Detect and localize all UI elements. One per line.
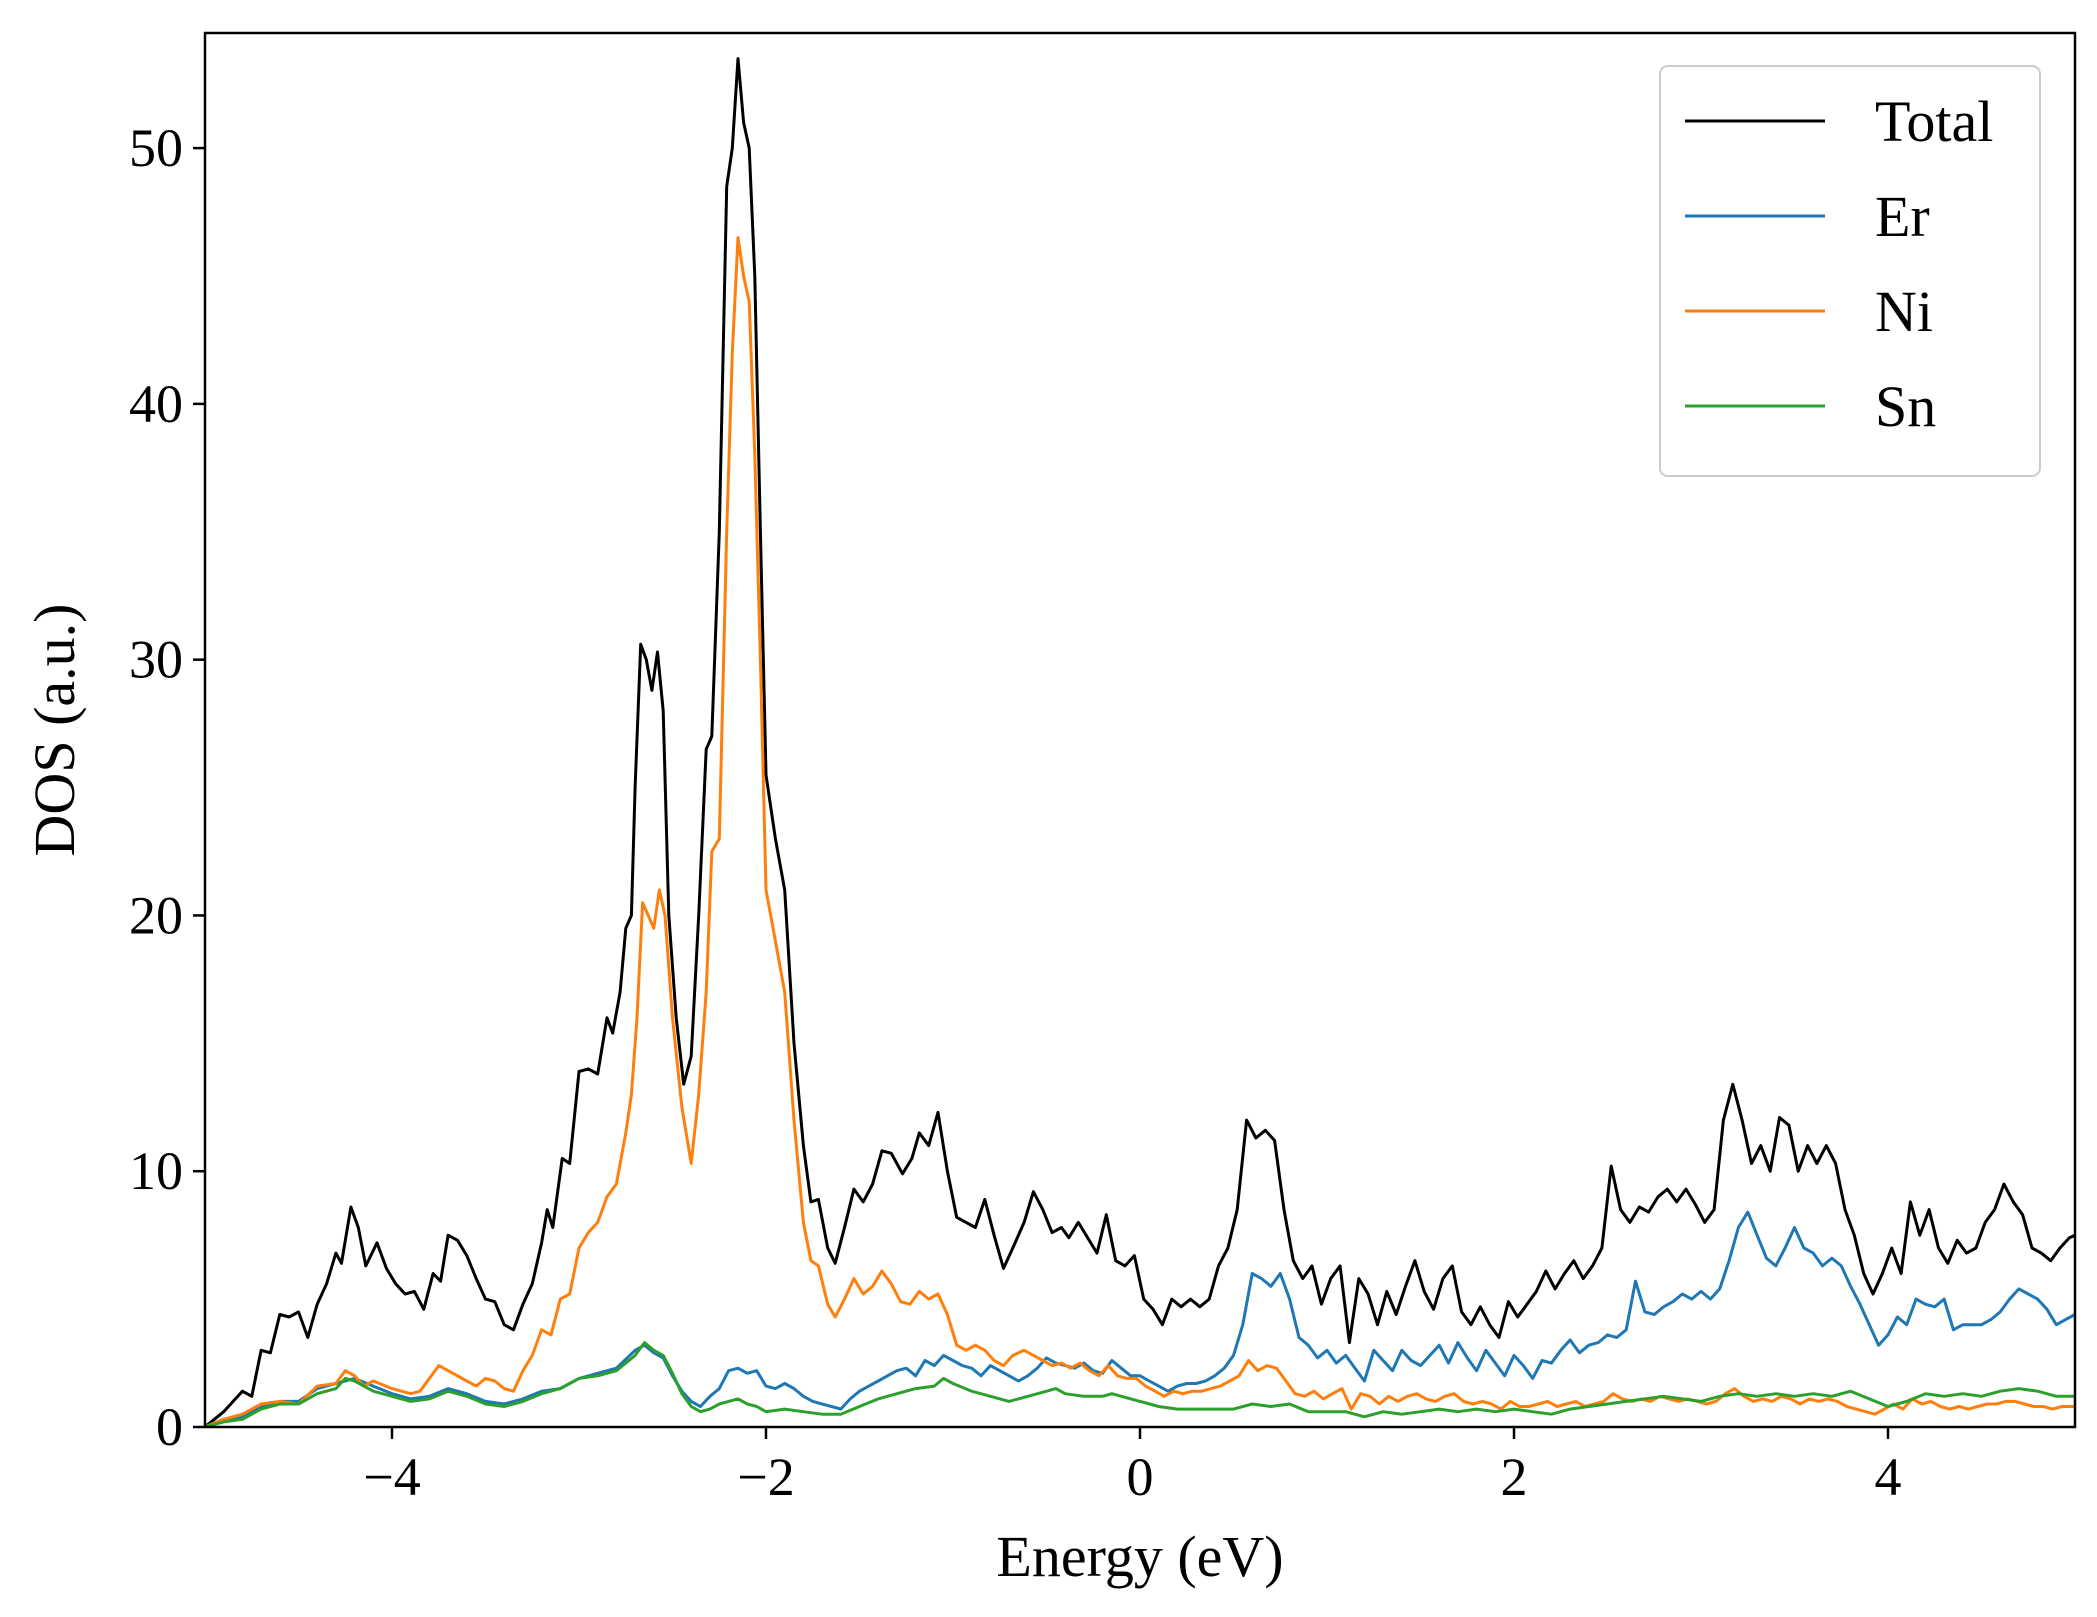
series-line-sn	[205, 1341, 2075, 1427]
y-tick-label: 20	[129, 885, 183, 945]
y-tick-label: 0	[156, 1397, 183, 1457]
y-tick-label: 40	[129, 374, 183, 434]
y-axis-title: DOS (a.u.)	[22, 604, 87, 857]
x-tick-label: 4	[1875, 1447, 1902, 1507]
legend-label-er: Er	[1875, 184, 1930, 249]
legend: Total Er Ni Sn	[1659, 65, 2041, 477]
y-axis: 0 10 20 30 40 50	[129, 118, 205, 1457]
x-tick-label: −2	[737, 1447, 794, 1507]
series-layer	[205, 57, 2075, 1427]
series-line-ni	[205, 236, 2075, 1427]
x-tick-label: 0	[1127, 1447, 1154, 1507]
legend-box	[1659, 65, 2041, 477]
x-axis: −4 −2 0 2 4	[363, 1427, 1902, 1507]
series-line-er	[205, 1210, 2075, 1427]
y-tick-label: 50	[129, 118, 183, 178]
legend-label-sn: Sn	[1875, 374, 1936, 439]
legend-label-total: Total	[1875, 89, 1993, 154]
x-axis-title: Energy (eV)	[996, 1524, 1283, 1589]
x-tick-label: −4	[363, 1447, 420, 1507]
y-tick-label: 10	[129, 1141, 183, 1201]
x-tick-label: 2	[1501, 1447, 1528, 1507]
legend-label-ni: Ni	[1875, 279, 1933, 344]
series-line-total	[205, 57, 2075, 1427]
y-tick-label: 30	[129, 630, 183, 690]
